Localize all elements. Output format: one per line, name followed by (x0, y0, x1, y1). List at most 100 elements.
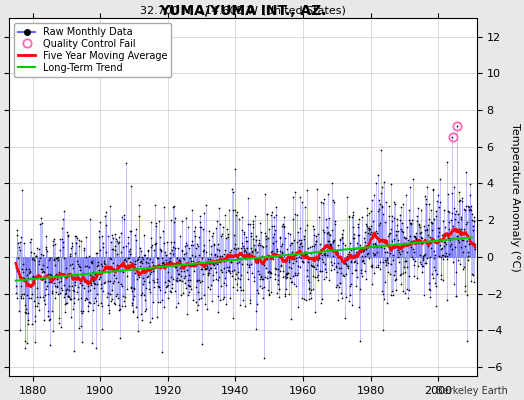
Point (460, 206, 468, 212)
Point (258, 243, 267, 250)
Point (324, 277, 333, 284)
Point (155, 218, 163, 224)
Point (57, 274, 65, 281)
Point (296, 194, 304, 200)
Point (190, 268, 199, 274)
Point (256, 220, 264, 226)
Point (171, 264, 180, 270)
Point (172, 304, 180, 310)
Point (281, 286, 290, 292)
Point (461, 206, 470, 213)
Point (449, 222, 457, 229)
Point (227, 258, 235, 265)
Point (318, 296, 326, 302)
Point (365, 255, 373, 262)
Point (409, 249, 418, 255)
Point (335, 252, 343, 259)
Point (99, 287, 107, 294)
Point (21, 309, 29, 316)
Point (369, 218, 377, 224)
Point (268, 209, 276, 216)
Point (126, 259, 135, 266)
Point (62, 286, 71, 292)
Point (160, 204, 168, 210)
Point (19, 261, 28, 268)
Point (165, 259, 173, 265)
Point (71, 250, 79, 256)
Point (255, 283, 264, 290)
Point (226, 258, 235, 265)
Point (170, 219, 178, 226)
Point (404, 242, 412, 248)
Point (153, 314, 161, 320)
Point (345, 292, 354, 299)
Point (52, 289, 60, 295)
Point (253, 236, 261, 243)
Point (330, 266, 339, 272)
Point (370, 252, 378, 258)
Point (430, 248, 438, 254)
Point (365, 227, 374, 233)
Point (320, 228, 328, 235)
Point (220, 293, 228, 300)
Point (357, 266, 365, 273)
Point (391, 232, 400, 238)
Point (121, 256, 129, 262)
Point (454, 257, 463, 263)
Point (247, 244, 256, 251)
Point (55, 315, 63, 322)
Point (96, 300, 105, 307)
Point (52, 271, 60, 277)
Point (287, 240, 296, 246)
Point (380, 245, 388, 251)
Point (171, 215, 179, 221)
Point (304, 296, 313, 302)
Point (455, 238, 463, 245)
Point (306, 255, 314, 262)
Point (463, 238, 471, 244)
Point (59, 216, 67, 222)
Point (112, 291, 121, 297)
Point (332, 264, 340, 270)
Point (119, 292, 127, 299)
Point (236, 302, 244, 308)
Point (231, 166, 239, 172)
Point (211, 252, 219, 258)
Point (139, 256, 147, 262)
Point (121, 303, 129, 309)
Point (47, 279, 55, 285)
Point (260, 274, 269, 280)
Point (311, 308, 320, 315)
Point (193, 306, 201, 313)
Point (128, 300, 136, 306)
Point (367, 223, 375, 229)
Point (209, 230, 217, 236)
Point (189, 262, 198, 269)
Point (126, 246, 134, 252)
Point (322, 269, 331, 276)
Point (402, 258, 410, 264)
Point (260, 284, 269, 291)
Point (299, 249, 308, 256)
Point (389, 272, 398, 278)
Point (395, 248, 403, 255)
Point (201, 301, 210, 308)
Point (432, 213, 440, 219)
Point (52, 284, 61, 290)
Point (290, 281, 298, 288)
Point (454, 219, 462, 226)
Point (278, 241, 286, 248)
Point (129, 308, 137, 314)
Point (336, 236, 344, 242)
Point (14, 255, 22, 261)
Point (222, 282, 231, 288)
Point (124, 255, 133, 261)
Point (304, 277, 312, 284)
Point (378, 211, 387, 218)
Point (46, 342, 54, 348)
Point (252, 308, 260, 314)
Point (180, 256, 188, 263)
Point (56, 236, 64, 242)
Point (403, 223, 411, 230)
Point (151, 262, 159, 269)
